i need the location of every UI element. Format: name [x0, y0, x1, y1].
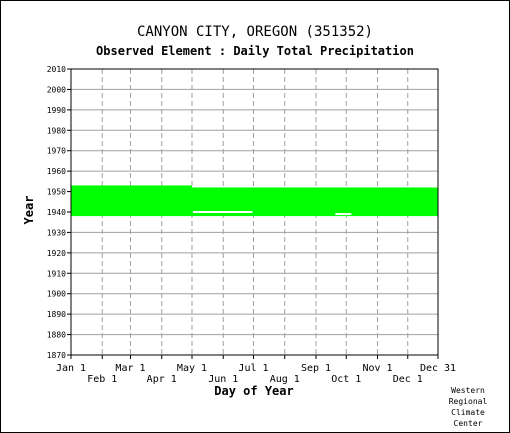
x-tick-label: Jul 1	[238, 363, 268, 374]
x-axis-label: Day of Year	[214, 384, 293, 398]
x-tick-label: Sep 1	[301, 363, 331, 374]
credit-line: Center	[453, 419, 483, 428]
y-tick-label: 2010	[47, 65, 66, 74]
axis-ticks: 1870 1880 1890 1900 1910 1920 1930 1940 1950 1960…	[47, 65, 456, 385]
y-tick-label: 2000	[47, 85, 66, 94]
y-tick-label: 1970	[47, 147, 66, 156]
x-tick-label: May 1	[177, 363, 207, 374]
credit-block: Western Regional Climate Center	[440, 385, 496, 429]
data-gap	[335, 213, 352, 216]
x-tick-label: Dec 31	[420, 363, 456, 374]
credit-line: Western	[451, 386, 485, 395]
data-coverage-block	[130, 185, 192, 217]
y-tick-label: 1950	[47, 188, 66, 197]
chart-title: CANYON CITY, OREGON (351352)	[136, 24, 373, 40]
x-tick-label: Aug 1	[270, 374, 300, 385]
y-axis-label: Year	[22, 196, 36, 225]
y-tick-label: 1880	[47, 331, 66, 340]
data-coverage-block	[71, 185, 131, 217]
x-tick-label: Apr 1	[147, 374, 177, 385]
chart-subtitle: Observed Element : Daily Total Precipita…	[96, 44, 414, 58]
x-tick-label: Mar 1	[115, 363, 145, 374]
x-tick-label: Jan 1	[56, 363, 86, 374]
y-tick-label: 1990	[47, 106, 66, 115]
x-tick-label: Nov 1	[362, 363, 392, 374]
x-tick-label: Oct 1	[331, 374, 361, 385]
x-tick-label: Dec 1	[393, 374, 423, 385]
y-tick-label: 1980	[47, 126, 66, 135]
y-tick-label: 1890	[47, 310, 66, 319]
y-tick-label: 1910	[47, 269, 66, 278]
credit-line: Climate	[451, 408, 485, 417]
y-tick-label: 1920	[47, 249, 66, 258]
y-tick-label: 1940	[47, 208, 66, 217]
y-tick-label: 1960	[47, 167, 66, 176]
data-gap	[192, 211, 253, 213]
x-tick-label: Jun 1	[208, 374, 238, 385]
data-coverage	[71, 185, 438, 217]
credit-line: Regional	[448, 397, 488, 406]
x-tick-label: Feb 1	[87, 374, 117, 385]
y-tick-label: 1870	[47, 351, 66, 360]
y-tick-label: 1900	[47, 290, 66, 299]
y-tick-label: 1930	[47, 228, 66, 237]
